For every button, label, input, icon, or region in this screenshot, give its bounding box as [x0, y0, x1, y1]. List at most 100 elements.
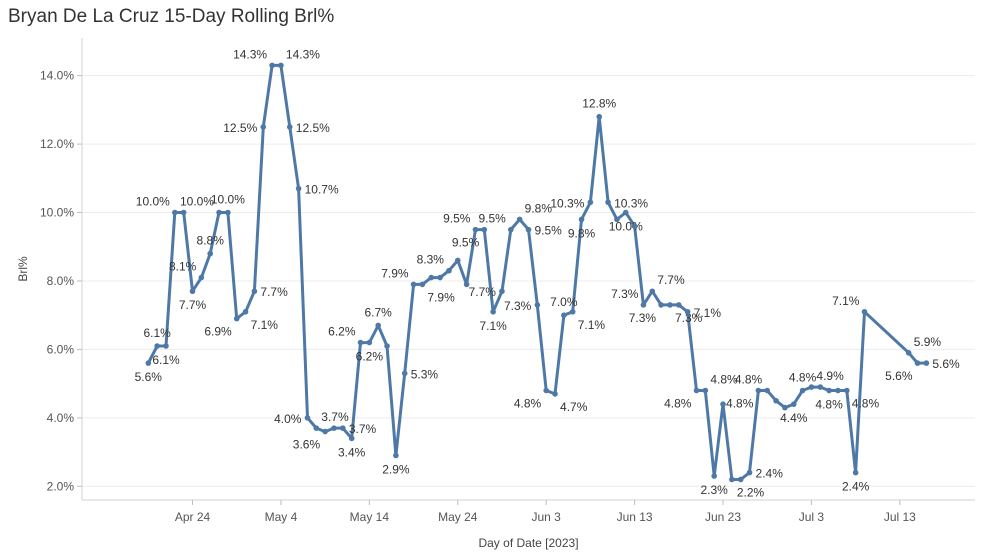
data-point: [508, 226, 514, 233]
data-label: 4.9%: [816, 369, 844, 383]
data-point: [304, 415, 311, 421]
data-label: 7.1%: [479, 319, 507, 333]
x-tick-label: Jun 13: [617, 510, 653, 524]
data-label: 4.8%: [726, 396, 754, 410]
data-label: 7.7%: [469, 285, 497, 299]
data-point: [172, 209, 178, 216]
data-point: [852, 469, 859, 476]
data-point: [755, 387, 762, 394]
data-point: [826, 387, 832, 394]
y-axis-title: Brl%: [16, 256, 30, 282]
data-label: 8.3%: [417, 253, 445, 267]
data-point: [799, 387, 806, 394]
data-point: [914, 360, 921, 366]
data-point: [225, 209, 231, 216]
data-point: [693, 387, 700, 394]
data-label: 8.8%: [197, 234, 225, 248]
data-point: [711, 473, 717, 479]
data-label: 7.9%: [381, 266, 409, 280]
data-point: [490, 308, 496, 315]
data-point: [516, 216, 523, 223]
data-label: 3.7%: [321, 410, 349, 424]
data-point: [578, 216, 585, 223]
data-point: [817, 384, 824, 390]
data-point: [764, 387, 771, 394]
data-point: [410, 281, 417, 288]
data-label: 7.3%: [611, 287, 639, 301]
data-label: 6.2%: [356, 350, 384, 364]
data-point: [393, 452, 399, 459]
data-point: [428, 274, 435, 281]
data-label: 14.3%: [286, 47, 320, 61]
data-label: 10.0%: [180, 195, 214, 209]
data-point: [552, 391, 558, 397]
data-label: 7.1%: [694, 306, 722, 320]
data-point: [596, 113, 603, 120]
data-point: [154, 343, 160, 349]
y-tick-label: 2.0%: [47, 479, 75, 493]
y-tick-label: 14.0%: [40, 69, 74, 83]
data-label: 7.3%: [504, 299, 532, 313]
data-point: [667, 302, 673, 308]
data-label: 4.8%: [664, 396, 692, 410]
data-label: 6.9%: [204, 325, 232, 339]
data-point: [525, 226, 532, 233]
chart-title: Bryan De La Cruz 15-Day Rolling Brl%: [8, 6, 335, 27]
data-point: [331, 425, 337, 431]
data-label: 2.4%: [756, 467, 784, 481]
data-point: [773, 397, 779, 404]
data-point: [313, 425, 320, 431]
x-tick-label: Jul 13: [884, 510, 916, 524]
data-point: [676, 302, 682, 308]
data-point: [543, 387, 549, 394]
x-tick-label: Jul 3: [799, 510, 825, 524]
data-point: [729, 476, 735, 483]
data-label: 7.1%: [578, 318, 606, 332]
data-point: [790, 401, 797, 407]
data-label: 10.3%: [550, 196, 584, 210]
data-point: [746, 469, 753, 476]
data-label: 10.3%: [614, 196, 648, 210]
data-label: 5.3%: [411, 367, 439, 381]
data-label: 7.7%: [260, 285, 288, 299]
data-point: [561, 312, 567, 319]
data-label: 4.8%: [514, 396, 542, 410]
data-point: [419, 281, 426, 288]
x-tick-label: Apr 24: [175, 510, 211, 524]
data-point: [207, 250, 214, 257]
data-label: 8.1%: [169, 260, 197, 274]
data-label: 2.9%: [382, 463, 410, 477]
x-tick-label: Jun 3: [532, 510, 562, 524]
data-label: 5.6%: [885, 369, 913, 383]
data-point: [587, 199, 594, 206]
data-point: [843, 387, 850, 394]
data-label: 6.7%: [365, 305, 393, 319]
data-point: [534, 302, 541, 308]
data-point: [702, 387, 709, 394]
data-label: 2.3%: [700, 483, 728, 497]
data-label: 4.8%: [735, 372, 763, 386]
data-point: [808, 384, 815, 390]
data-point: [269, 62, 275, 69]
data-label: 4.8%: [710, 372, 738, 386]
data-label: 2.2%: [737, 485, 765, 499]
data-label: 9.5%: [452, 236, 480, 250]
data-point: [684, 308, 691, 315]
data-label: 4.8%: [815, 397, 843, 411]
data-label: 6.1%: [152, 353, 180, 367]
data-label: 4.0%: [274, 412, 302, 426]
data-point: [189, 288, 196, 295]
data-point: [499, 288, 505, 295]
data-point: [923, 360, 930, 366]
data-point: [198, 274, 205, 281]
data-label: 10.0%: [609, 220, 643, 234]
data-label: 7.0%: [550, 295, 578, 309]
data-point: [401, 370, 408, 377]
data-label: 9.5%: [443, 212, 471, 226]
data-point: [658, 302, 664, 308]
data-point: [640, 302, 647, 308]
y-tick-label: 12.0%: [40, 137, 74, 151]
data-point: [454, 257, 461, 264]
data-point: [472, 226, 479, 233]
